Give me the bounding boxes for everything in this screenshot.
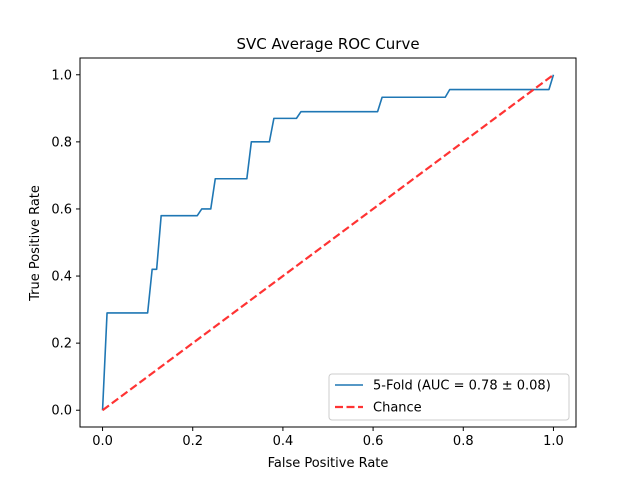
x-tick-label: 0.2 [182, 434, 203, 449]
x-tick-label: 1.0 [543, 434, 564, 449]
y-tick-label: 0.8 [51, 135, 72, 150]
series-line-1 [101, 73, 555, 412]
axes-frame [79, 57, 577, 428]
x-axis-label: False Positive Rate [268, 456, 389, 471]
x-tick-label: 0.6 [363, 434, 384, 449]
y-tick-label: 0.6 [51, 202, 72, 217]
chart-title: SVC Average ROC Curve [236, 35, 419, 53]
y-tick-label: 0.2 [51, 337, 72, 352]
y-axis-label: True Positive Rate [28, 185, 43, 302]
series-line-0 [101, 74, 555, 411]
legend: 5-Fold (AUC = 0.78 ± 0.08) Chance [328, 373, 570, 421]
legend-label-1: Chance [373, 401, 422, 416]
x-tick-label: 0.0 [92, 434, 113, 449]
y-tick-label: 1.0 [51, 68, 72, 83]
y-tick-label: 0.0 [51, 404, 72, 419]
legend-label-0: 5-Fold (AUC = 0.78 ± 0.08) [373, 379, 551, 394]
x-tick-label: 0.4 [273, 434, 294, 449]
x-tick-label: 0.8 [453, 434, 474, 449]
y-tick-label: 0.4 [51, 270, 72, 285]
legend-box [328, 373, 570, 421]
plot-area: 0.0 0.2 0.4 0.6 0.8 1.0 0.0 0.2 0.4 0.6 0.8 1.0 [51, 57, 577, 449]
